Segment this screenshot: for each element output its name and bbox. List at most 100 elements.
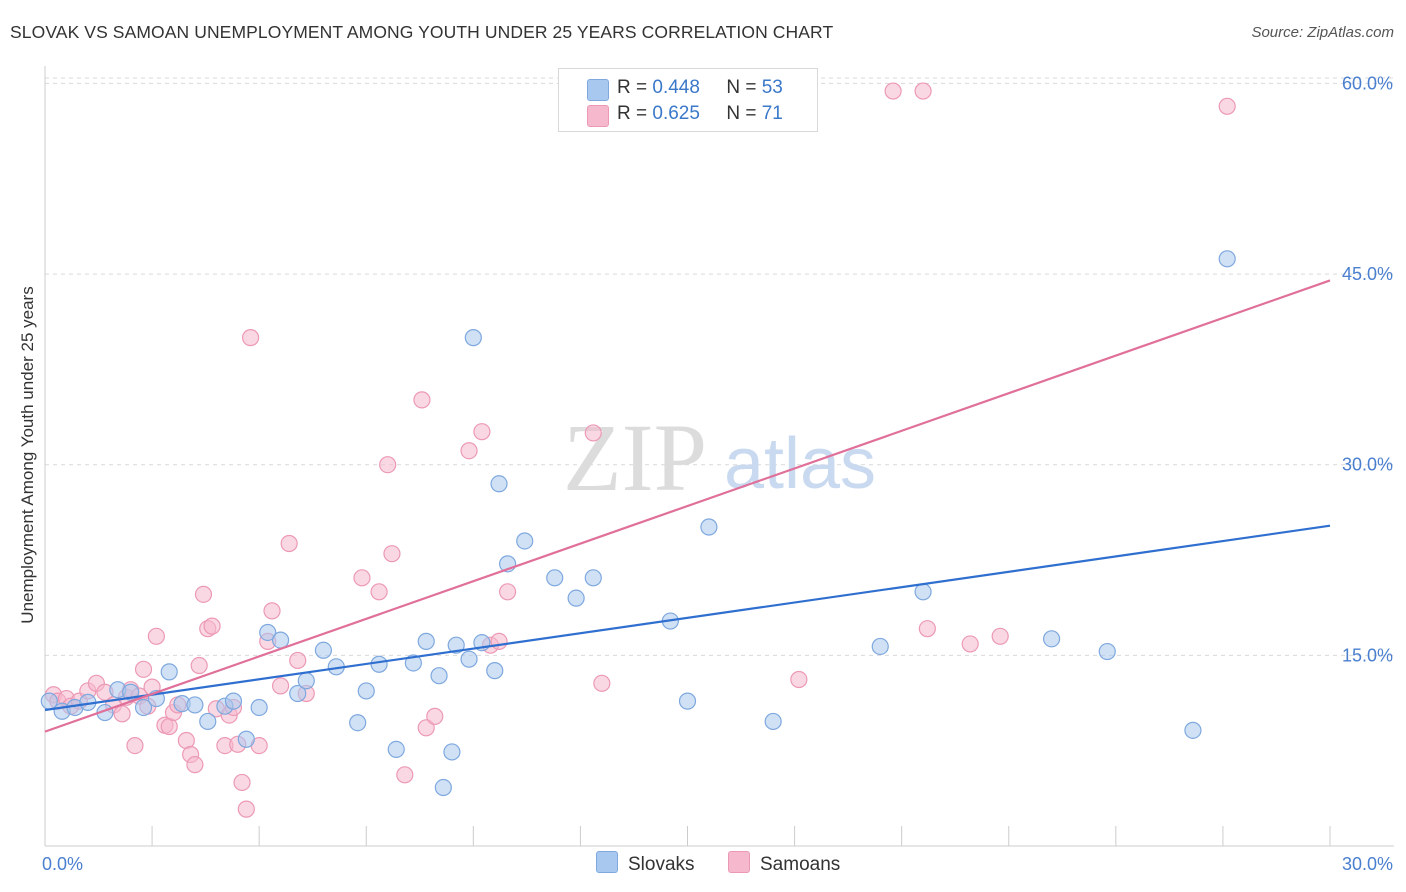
samoans-point bbox=[379, 456, 397, 474]
axes bbox=[44, 66, 1394, 847]
slovaks-point bbox=[914, 583, 932, 601]
watermark-atlas-text: atlas bbox=[724, 424, 876, 504]
samoans-point bbox=[426, 707, 444, 725]
legend-n-label: N = bbox=[726, 77, 757, 98]
slovaks-point bbox=[349, 714, 367, 732]
samoans-point bbox=[370, 583, 388, 601]
slovaks-point bbox=[134, 698, 153, 717]
x-tick-label: 0.0% bbox=[42, 854, 83, 874]
slovaks-point bbox=[700, 518, 718, 536]
slovaks-point bbox=[486, 662, 504, 680]
y-tick-label: 15.0% bbox=[1342, 645, 1393, 665]
slovaks-point bbox=[1184, 721, 1202, 739]
slovaks-point bbox=[370, 655, 388, 673]
y-axis-title: Unemployment Among Youth under 25 years bbox=[18, 286, 37, 624]
samoans-point bbox=[417, 719, 435, 737]
samoans-point bbox=[233, 773, 251, 792]
slovaks-point bbox=[271, 631, 290, 649]
samoans-point bbox=[1218, 97, 1236, 115]
slovaks-point bbox=[678, 692, 697, 710]
legend-n-label: N = bbox=[726, 103, 757, 124]
samoans-point bbox=[237, 800, 255, 818]
slovaks-point bbox=[289, 684, 307, 703]
slovaks-point bbox=[443, 743, 461, 761]
samoans-point bbox=[203, 617, 221, 635]
slovaks-point bbox=[434, 778, 452, 797]
slovaks-point bbox=[430, 667, 448, 685]
slovaks-swatch bbox=[587, 79, 609, 101]
slovaks-point bbox=[297, 672, 315, 690]
watermark: ZIP atlas bbox=[563, 404, 876, 511]
samoans-point bbox=[271, 677, 290, 695]
slovaks-point bbox=[567, 589, 585, 607]
slovaks-point bbox=[404, 654, 422, 672]
samoans-point bbox=[413, 391, 431, 409]
slovaks-point bbox=[417, 632, 435, 650]
slovaks-point bbox=[584, 569, 602, 587]
legend-r-label: R = bbox=[617, 103, 648, 124]
slovaks-point bbox=[447, 636, 465, 654]
slovaks-point bbox=[1218, 250, 1236, 268]
samoans-point bbox=[186, 756, 204, 774]
samoans-point bbox=[460, 442, 478, 460]
slovaks-point bbox=[1098, 642, 1116, 661]
samoans-point bbox=[383, 545, 401, 563]
bottom-legend-slovaks: Slovaks bbox=[596, 851, 695, 876]
chart-title: SLOVAK VS SAMOAN UNEMPLOYMENT AMONG YOUT… bbox=[10, 22, 834, 42]
slovaks-point bbox=[237, 730, 255, 748]
samoans-point bbox=[790, 670, 808, 689]
samoans-point bbox=[113, 705, 131, 723]
samoans-point bbox=[593, 674, 611, 692]
slovaks-point bbox=[871, 637, 889, 656]
correlation-legend: R = 0.448 N = 53 R = 0.625 N = 71 bbox=[558, 68, 818, 132]
data-points bbox=[40, 82, 1236, 818]
slovaks-point bbox=[387, 740, 405, 759]
samoans-point bbox=[242, 329, 260, 347]
samoans-point bbox=[499, 583, 517, 601]
source-label: Source: ZipAtlas.com bbox=[1251, 24, 1394, 41]
slovaks-point bbox=[516, 532, 534, 550]
samoans-trend-line bbox=[44, 279, 1331, 733]
samoans-n-value: 71 bbox=[761, 103, 783, 124]
samoans-point bbox=[147, 627, 165, 645]
slovaks-point bbox=[764, 712, 782, 731]
samoans-swatch bbox=[587, 105, 609, 127]
samoans-legend-swatch bbox=[728, 851, 750, 873]
slovaks-point bbox=[357, 682, 375, 700]
tick-labels: 15.0% 30.0% 45.0% 60.0% 0.0% 30.0% bbox=[42, 73, 1393, 874]
grid-lines bbox=[45, 77, 1394, 656]
slovaks-point bbox=[224, 692, 243, 710]
samoans-r-value: 0.625 bbox=[652, 103, 700, 124]
slovaks-legend-label: Slovaks bbox=[628, 854, 695, 875]
y-tick-label: 45.0% bbox=[1342, 264, 1393, 284]
samoans-point bbox=[884, 82, 902, 100]
samoans-point bbox=[490, 632, 508, 650]
samoans-point bbox=[396, 766, 414, 784]
samoans-point bbox=[991, 627, 1009, 645]
samoans-point bbox=[263, 602, 281, 620]
samoans-point bbox=[190, 656, 208, 675]
bottom-legend-samoans: Samoans bbox=[728, 851, 840, 876]
slovaks-legend-swatch bbox=[596, 851, 618, 873]
samoans-point bbox=[194, 585, 213, 603]
slovaks-point bbox=[186, 696, 204, 714]
slovaks-trend-line bbox=[44, 524, 1331, 712]
samoans-point bbox=[126, 736, 144, 755]
samoans-point bbox=[914, 82, 932, 100]
slovaks-point bbox=[464, 329, 482, 347]
slovaks-point bbox=[490, 475, 508, 493]
samoans-point bbox=[918, 620, 936, 638]
slovaks-point bbox=[199, 712, 217, 731]
slovaks-point bbox=[460, 650, 478, 668]
slovaks-point bbox=[160, 663, 178, 681]
slovaks-n-value: 53 bbox=[761, 77, 783, 98]
trend-lines bbox=[44, 279, 1331, 733]
samoans-point bbox=[280, 534, 298, 553]
slovaks-point bbox=[314, 641, 333, 659]
samoans-point bbox=[289, 651, 307, 670]
y-tick-label: 60.0% bbox=[1342, 73, 1393, 93]
samoans-point bbox=[961, 635, 979, 653]
samoans-point bbox=[473, 423, 491, 441]
x-tick-label: 30.0% bbox=[1342, 854, 1393, 874]
slovaks-point bbox=[546, 569, 564, 587]
